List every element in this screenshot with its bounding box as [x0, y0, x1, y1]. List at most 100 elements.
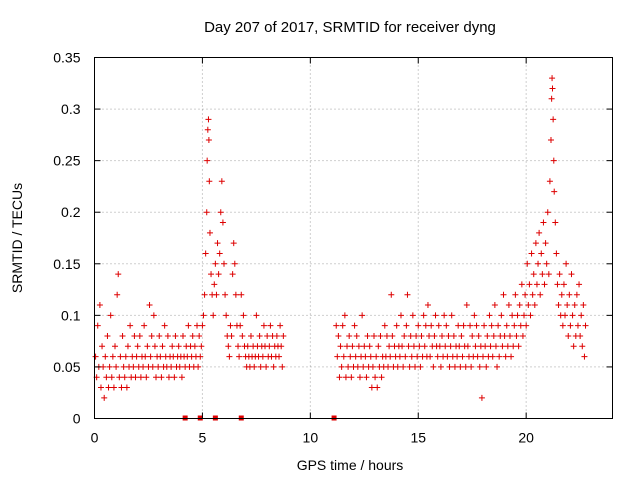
data-point: [197, 353, 204, 360]
data-point: [103, 374, 110, 381]
data-points: [92, 75, 589, 401]
data-point: [438, 332, 445, 339]
data-point: [463, 302, 470, 309]
data-point: [92, 353, 99, 360]
y-tick-label: 0.2: [61, 204, 81, 220]
data-point: [414, 353, 421, 360]
data-point: [364, 332, 371, 339]
data-point: [263, 363, 270, 370]
data-point: [499, 343, 506, 350]
data-point: [115, 271, 122, 278]
data-point: [478, 394, 485, 401]
data-point: [432, 312, 439, 319]
plot-frame: [94, 57, 613, 419]
data-point: [334, 353, 341, 360]
data-point: [483, 363, 490, 370]
y-tick-labels: 0 0.05 0.1 0.15 0.2 0.25 0.3 0.35: [53, 50, 80, 427]
data-point: [156, 332, 163, 339]
data-point: [486, 312, 493, 319]
data-point: [577, 332, 584, 339]
data-point: [132, 374, 139, 381]
data-point: [336, 374, 343, 381]
data-point: [427, 353, 434, 360]
data-point: [405, 343, 412, 350]
data-point: [97, 384, 104, 391]
data-point: [360, 363, 367, 370]
data-point: [102, 353, 109, 360]
data-point: [571, 302, 578, 309]
data-point: [385, 363, 392, 370]
data-point: [582, 322, 589, 329]
data-point: [355, 343, 362, 350]
data-point: [107, 312, 114, 319]
data-point: [549, 85, 556, 92]
data-point: [172, 332, 179, 339]
data-point: [114, 291, 121, 298]
data-point: [117, 353, 124, 360]
grid-lines: [94, 57, 613, 419]
data-point: [185, 322, 192, 329]
data-point: [408, 353, 415, 360]
data-point: [140, 363, 147, 370]
data-point: [464, 343, 471, 350]
data-point: [508, 353, 515, 360]
data-point: [205, 116, 212, 123]
data-point: [369, 363, 376, 370]
data-point: [214, 240, 221, 247]
data-point: [266, 343, 273, 350]
data-point: [137, 374, 144, 381]
data-point: [267, 322, 274, 329]
data-point: [338, 363, 345, 370]
data-point: [109, 353, 116, 360]
data-point: [396, 353, 403, 360]
data-point: [130, 363, 137, 370]
data-point: [527, 312, 534, 319]
data-point: [251, 363, 258, 370]
data-point: [491, 302, 498, 309]
data-point: [581, 353, 588, 360]
data-point: [441, 312, 448, 319]
data-point: [347, 353, 354, 360]
data-point: [164, 332, 171, 339]
data-point: [434, 353, 441, 360]
data-point: [428, 322, 435, 329]
data-point: [381, 322, 388, 329]
data-point: [134, 343, 141, 350]
data-point: [515, 343, 522, 350]
data-point: [538, 250, 545, 257]
data-point: [127, 322, 134, 329]
data-point: [537, 291, 544, 298]
data-point: [362, 353, 369, 360]
data-point: [526, 281, 533, 288]
data-point: [532, 240, 539, 247]
data-point: [257, 363, 264, 370]
data-point: [509, 312, 516, 319]
data-point: [480, 353, 486, 360]
data-point: [436, 343, 443, 350]
data-point: [540, 219, 547, 226]
data-point: [531, 302, 538, 309]
data-point: [226, 353, 233, 360]
data-point: [280, 332, 287, 339]
data-point: [446, 363, 453, 370]
data-point: [335, 332, 342, 339]
data-point: [367, 353, 374, 360]
data-point: [522, 291, 529, 298]
data-point: [407, 332, 414, 339]
data-point: [416, 343, 423, 350]
data-point: [523, 322, 530, 329]
data-point: [574, 322, 581, 329]
data-point: [563, 260, 570, 267]
data-point: [435, 322, 442, 329]
data-point: [489, 353, 496, 360]
data-point: [443, 322, 450, 329]
data-point: [492, 343, 499, 350]
data-point: [488, 322, 495, 329]
data-point: [373, 353, 380, 360]
data-point: [517, 322, 524, 329]
data-point: [554, 281, 561, 288]
x-tick-label: 0: [91, 430, 99, 446]
data-point: [469, 332, 476, 339]
data-point: [161, 322, 168, 329]
data-point: [406, 363, 413, 370]
